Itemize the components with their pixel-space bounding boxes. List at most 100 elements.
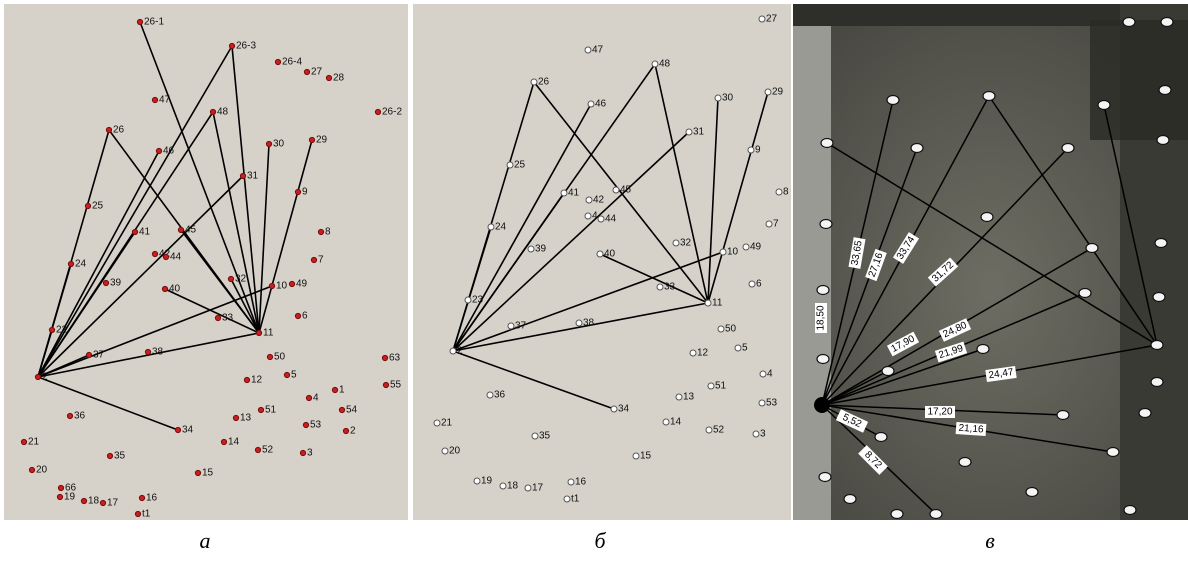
point-label: 63 bbox=[389, 353, 401, 364]
point bbox=[266, 141, 271, 146]
point-label: 32 bbox=[680, 238, 692, 249]
point-label: 50 bbox=[725, 324, 737, 335]
point-label: 26 bbox=[538, 77, 550, 88]
point-label: 14 bbox=[670, 417, 682, 428]
point bbox=[233, 415, 238, 420]
point bbox=[706, 427, 712, 433]
point-label: 47 bbox=[159, 95, 171, 106]
point-label: 7 bbox=[318, 255, 324, 266]
figure: а б в 26-126-326-427284726-2482630294631… bbox=[0, 0, 1188, 558]
point bbox=[289, 281, 294, 286]
point bbox=[718, 326, 724, 332]
marker bbox=[911, 144, 923, 153]
marker bbox=[1153, 293, 1165, 302]
point-label: 45 bbox=[620, 185, 632, 196]
point bbox=[86, 352, 91, 357]
point bbox=[145, 349, 150, 354]
point bbox=[132, 229, 137, 234]
point bbox=[657, 284, 663, 290]
point-label: 29 bbox=[316, 135, 328, 146]
point-label: 42 bbox=[593, 195, 605, 206]
point-label: 26-3 bbox=[236, 41, 256, 52]
point bbox=[137, 19, 142, 24]
point-label: 41 bbox=[139, 227, 151, 238]
point-label: 20 bbox=[36, 465, 48, 476]
marker bbox=[983, 92, 995, 101]
point bbox=[300, 450, 305, 455]
point bbox=[531, 79, 537, 85]
point-label: 31 bbox=[247, 171, 259, 182]
marker bbox=[1026, 488, 1038, 497]
point-label: 19 bbox=[64, 492, 76, 503]
point-label: 3 bbox=[307, 448, 313, 459]
point bbox=[611, 406, 617, 412]
caption: б bbox=[594, 528, 606, 553]
point bbox=[21, 439, 26, 444]
point bbox=[759, 16, 765, 22]
point-label: 10 bbox=[276, 281, 288, 292]
point-label: 28 bbox=[333, 73, 345, 84]
point-label: 30 bbox=[273, 139, 285, 150]
point-label: 39 bbox=[535, 244, 547, 255]
point-label: 2 bbox=[350, 426, 356, 437]
point-label: 39 bbox=[110, 278, 122, 289]
point bbox=[81, 498, 86, 503]
marker bbox=[1062, 144, 1074, 153]
point-label: 16 bbox=[146, 493, 158, 504]
point bbox=[107, 453, 112, 458]
point bbox=[210, 109, 215, 114]
point-label: 35 bbox=[539, 431, 551, 442]
marker bbox=[930, 510, 942, 519]
point bbox=[215, 315, 220, 320]
marker bbox=[875, 433, 887, 442]
point bbox=[588, 101, 594, 107]
point bbox=[375, 109, 380, 114]
point bbox=[434, 420, 440, 426]
point-label: 46 bbox=[163, 146, 175, 157]
point-label: 10 bbox=[727, 247, 739, 258]
marker bbox=[891, 510, 903, 519]
point bbox=[508, 323, 514, 329]
caption: а bbox=[200, 528, 211, 553]
point-label: 32 bbox=[235, 274, 247, 285]
marker bbox=[1057, 411, 1069, 420]
point-label: 44 bbox=[605, 214, 617, 225]
marker bbox=[977, 345, 989, 354]
point-label: 8 bbox=[783, 187, 789, 198]
point-label: 4 bbox=[313, 393, 319, 404]
point bbox=[284, 372, 289, 377]
point bbox=[58, 485, 63, 490]
point bbox=[152, 97, 157, 102]
point-label: 51 bbox=[265, 405, 277, 416]
point bbox=[676, 394, 682, 400]
point-label: 18 bbox=[507, 481, 519, 492]
point bbox=[507, 162, 513, 168]
point bbox=[309, 137, 314, 142]
point-label: 25 bbox=[514, 160, 526, 171]
point-label: 26 bbox=[113, 125, 125, 136]
point-label: 35 bbox=[114, 451, 126, 462]
marker bbox=[1079, 289, 1091, 298]
point-label: 30 bbox=[722, 93, 734, 104]
point bbox=[295, 313, 300, 318]
point bbox=[382, 355, 387, 360]
point bbox=[708, 383, 714, 389]
point bbox=[748, 147, 754, 153]
marker bbox=[1151, 378, 1163, 387]
point-label: 47 bbox=[592, 45, 604, 56]
distance-label: 21,16 bbox=[958, 423, 984, 436]
point bbox=[304, 69, 309, 74]
marker bbox=[1124, 506, 1136, 515]
point-label: 22 bbox=[56, 325, 68, 336]
point-label: 2 bbox=[457, 346, 463, 357]
point bbox=[255, 447, 260, 452]
point bbox=[705, 300, 711, 306]
point bbox=[598, 216, 604, 222]
point bbox=[228, 276, 233, 281]
point bbox=[49, 327, 54, 332]
point-label: 29 bbox=[772, 87, 784, 98]
point bbox=[195, 470, 200, 475]
point-label: 17 bbox=[532, 483, 544, 494]
point bbox=[735, 345, 741, 351]
point bbox=[690, 350, 696, 356]
